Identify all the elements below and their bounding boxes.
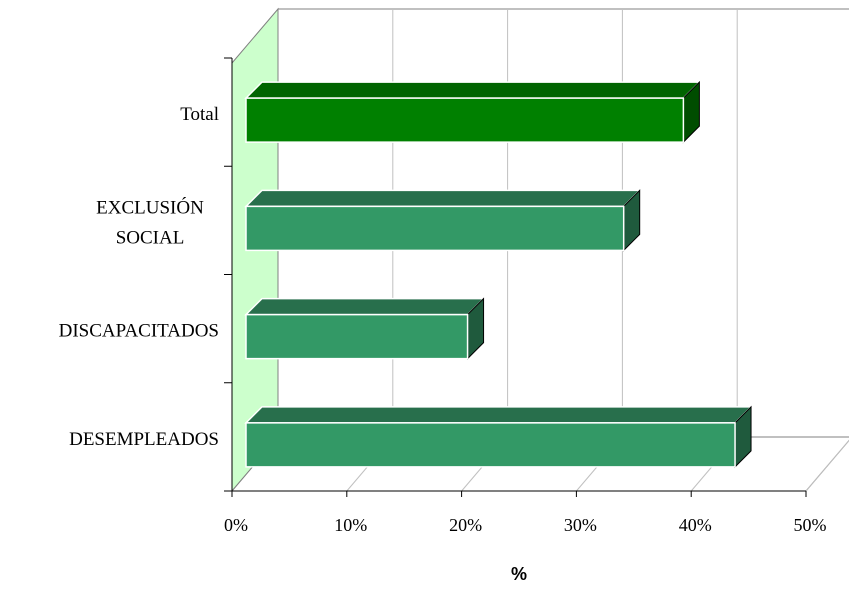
category-label: Total xyxy=(180,104,219,125)
x-tick-label: 0% xyxy=(224,515,248,535)
bar-front xyxy=(245,313,469,360)
x-tick-label: 40% xyxy=(679,515,712,535)
bar xyxy=(244,297,486,360)
x-tick-label: 10% xyxy=(334,515,367,535)
x-tick-label: 50% xyxy=(794,515,827,535)
bar-top xyxy=(244,81,702,99)
bar-top xyxy=(244,297,486,316)
bar-front xyxy=(245,422,736,468)
axes xyxy=(224,57,807,497)
x-tick-label: 20% xyxy=(449,515,482,535)
bar xyxy=(244,189,642,252)
bars xyxy=(244,80,753,469)
bar-front xyxy=(245,205,625,252)
category-label: EXCLUSIÓN xyxy=(96,196,204,218)
bar-top xyxy=(244,406,753,424)
gridline-floor xyxy=(805,439,849,492)
bar xyxy=(244,405,753,469)
bar xyxy=(244,80,702,144)
category-label: DESEMPLEADOS xyxy=(69,429,219,450)
bar-top xyxy=(244,189,642,208)
x-axis-title: % xyxy=(511,564,527,584)
labels: 0% 10% 20% 30% 40% 50% DESEMPLEADOS DISCAPACITA… xyxy=(59,104,827,535)
category-label: DISCAPACITADOS xyxy=(59,321,219,342)
bar-front xyxy=(245,97,685,143)
x-tick-label: 30% xyxy=(564,515,597,535)
category-label: SOCIAL xyxy=(116,227,185,248)
